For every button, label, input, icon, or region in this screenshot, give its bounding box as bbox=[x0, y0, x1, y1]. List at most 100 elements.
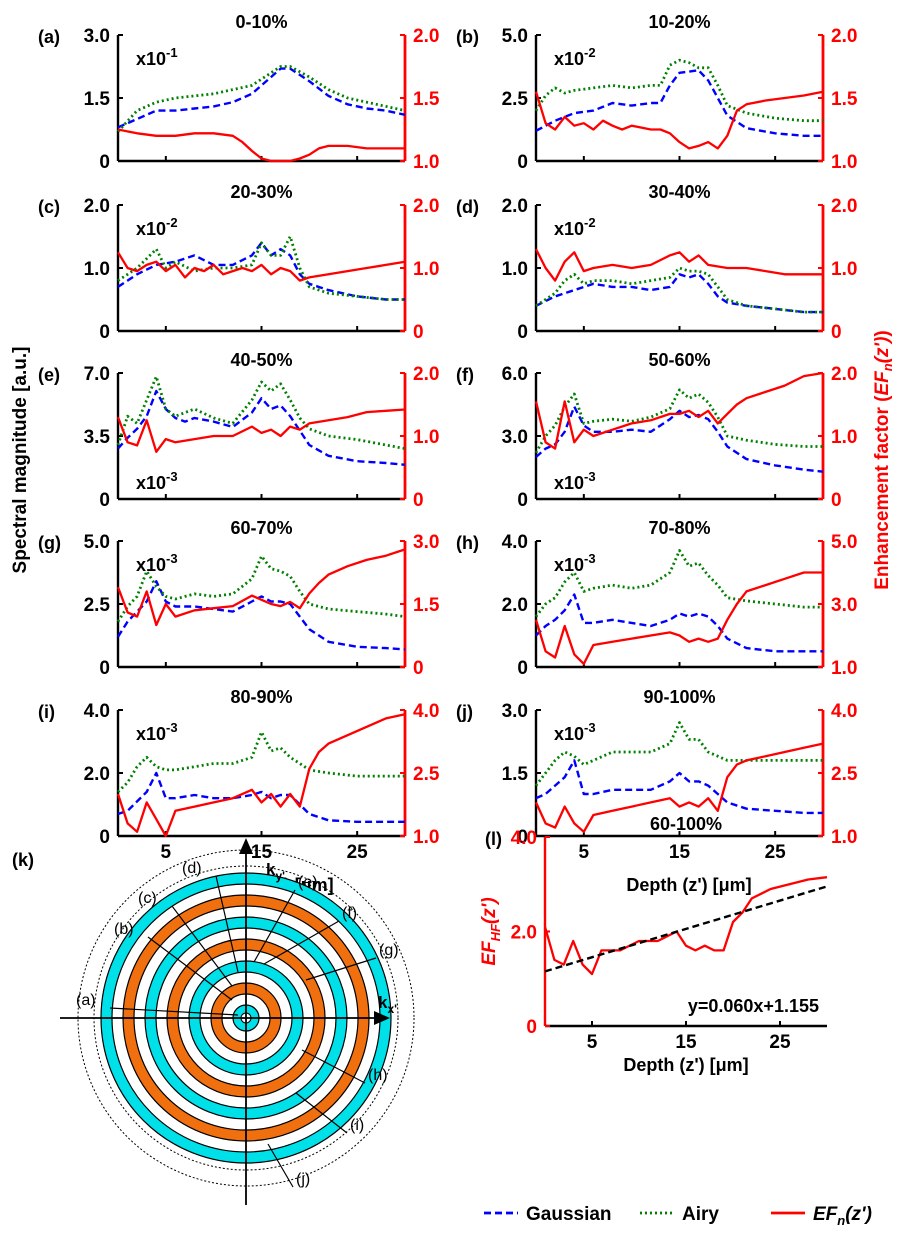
panel-i: 0 2.0 4.0 1.0 2.5 4.0 5 15 25 80-90% (i) x10-3 bbox=[38, 687, 440, 863]
panel-b: 0 2.5 5.0 1.0 1.5 2.0 10-20% (b) x10-2 bbox=[456, 12, 858, 173]
right-tick-label: 4.0 bbox=[831, 701, 857, 722]
right-tick-label: 1.0 bbox=[413, 259, 439, 280]
x-tick-label: 25 bbox=[347, 842, 369, 863]
ring-label: (i) bbox=[350, 1117, 364, 1134]
right-tick-label: 4.0 bbox=[413, 701, 439, 722]
left-tick-label: 0 bbox=[99, 152, 110, 173]
right-tick-label: 0 bbox=[413, 322, 424, 343]
panel-title: 0-10% bbox=[235, 12, 287, 32]
right-axis-label-main: Enhancement factor ( bbox=[872, 395, 893, 590]
series-ef bbox=[117, 251, 406, 282]
left-tick-label: 2.0 bbox=[502, 595, 528, 616]
left-tick-label: 7.0 bbox=[84, 364, 110, 385]
panel-label: (h) bbox=[456, 533, 479, 553]
ring-leader-line bbox=[305, 957, 377, 981]
panel-title: 70-80% bbox=[648, 518, 710, 538]
x-tick-label: 15 bbox=[251, 842, 273, 863]
series-ef bbox=[116, 548, 406, 627]
x-tick-label: 5 bbox=[587, 1032, 598, 1053]
ring-leader-line bbox=[295, 1092, 348, 1134]
legend: Gaussian Airy EFn(z') bbox=[484, 1204, 872, 1228]
series-airy bbox=[116, 65, 406, 133]
left-tick-label: 0 bbox=[517, 827, 528, 848]
left-tick-label: 6.0 bbox=[502, 364, 528, 385]
right-tick-label: 2.5 bbox=[413, 764, 440, 785]
ring-label: (e) bbox=[298, 874, 318, 891]
right-tick-label: 5.0 bbox=[831, 532, 857, 553]
ring-leader-line bbox=[147, 936, 233, 1001]
right-tick-label: 1.0 bbox=[831, 259, 857, 280]
series-gaussian bbox=[117, 389, 406, 466]
ring-leader-line bbox=[301, 1049, 366, 1084]
legend-label: EFn(z') bbox=[813, 1204, 872, 1228]
left-tick-label: 4.0 bbox=[511, 828, 537, 849]
right-tick-label: 2.0 bbox=[831, 26, 857, 47]
right-tick-label: 1.0 bbox=[831, 658, 857, 679]
left-tick-label: 3.0 bbox=[84, 26, 110, 47]
ring-label: (c) bbox=[138, 890, 157, 907]
panel-title: 30-40% bbox=[648, 182, 710, 202]
left-tick-label: 0 bbox=[99, 827, 110, 848]
left-tick-label: 0 bbox=[517, 152, 528, 173]
series-gaussian bbox=[535, 69, 823, 137]
ring-label: (h) bbox=[368, 1067, 388, 1084]
ring-leader-line bbox=[215, 875, 239, 973]
left-tick-label: 4.0 bbox=[84, 701, 110, 722]
panel-label: (f) bbox=[456, 365, 474, 385]
x-tick-label: 25 bbox=[769, 1032, 791, 1053]
left-tick-label: 1.5 bbox=[84, 89, 111, 110]
series-ef bbox=[534, 571, 823, 666]
ring-leader-line bbox=[109, 1007, 239, 1016]
series-fit bbox=[544, 885, 828, 973]
left-tick-label: 0 bbox=[99, 490, 110, 511]
series-gaussian bbox=[117, 67, 406, 129]
right-axis-label-close: ) bbox=[872, 330, 893, 336]
panel-l: 0 2.0 4.0 5 15 25 60-100% (l) EFHF(z') y=0.060x+1… bbox=[479, 814, 828, 1075]
ky-label: ky' bbox=[266, 860, 285, 883]
right-tick-label: 2.0 bbox=[413, 196, 439, 217]
series-airy bbox=[117, 730, 405, 793]
right-tick-label: 2.0 bbox=[413, 364, 439, 385]
ring-label: (d) bbox=[182, 860, 202, 877]
k-panel-label: (k) bbox=[12, 850, 34, 870]
panel-title: 20-30% bbox=[230, 182, 292, 202]
scale-factor-label: x10-2 bbox=[554, 215, 596, 239]
right-tick-label: 2.5 bbox=[831, 764, 858, 785]
series-airy bbox=[534, 549, 823, 618]
series-ef-hf bbox=[543, 876, 828, 976]
scale-factor-label: x10-3 bbox=[136, 551, 178, 575]
series-ef bbox=[116, 713, 406, 838]
left-tick-label: 4.0 bbox=[502, 532, 528, 553]
x-tick-label: 5 bbox=[579, 842, 590, 863]
left-tick-label: 1.5 bbox=[502, 764, 529, 785]
legend-label: Airy bbox=[682, 1204, 719, 1225]
panel-j: 0 1.5 3.0 1.0 2.5 4.0 5 15 25 90-100% (j) x10-3 bbox=[456, 687, 858, 863]
ring-label: (f) bbox=[342, 905, 357, 922]
panel-f: 0 3.0 6.0 0 1.0 2.0 50-60% (f) x10-3 bbox=[456, 350, 857, 511]
right-axis-label: Enhancement factor (EFn(z')) bbox=[872, 330, 895, 590]
k-space-ring-diagram: (k) kx' ky' (a) (b)(c) (d) (e) (f) (g) (h) (i) (j) bbox=[12, 838, 415, 1205]
right-tick-label: 0 bbox=[413, 490, 424, 511]
x-tick-label: 5 bbox=[161, 842, 172, 863]
right-tick-label: 1.0 bbox=[413, 152, 439, 173]
left-tick-label: 5.0 bbox=[84, 532, 110, 553]
series-gaussian bbox=[117, 241, 405, 301]
right-tick-label: 2.0 bbox=[413, 26, 439, 47]
right-axis-label-sub: n bbox=[880, 363, 895, 371]
panel-c: 0 1.0 2.0 0 1.0 2.0 20-30% (c) x10-2 bbox=[38, 182, 439, 343]
scale-factor-label: x10-3 bbox=[136, 469, 178, 493]
left-tick-label: 0 bbox=[517, 658, 528, 679]
panel-title: 90-100% bbox=[643, 687, 715, 707]
panel-label: (a) bbox=[38, 27, 60, 47]
ring-label: (g) bbox=[379, 942, 399, 959]
ring-leader-line bbox=[263, 920, 340, 965]
left-tick-label: 3.0 bbox=[502, 701, 528, 722]
right-tick-label: 1.0 bbox=[413, 827, 439, 848]
series-ef bbox=[534, 742, 824, 833]
series-airy bbox=[116, 554, 406, 623]
l-y-axis-label: EFHF(z') bbox=[479, 897, 503, 965]
panel-g: 0 2.5 5.0 0 1.5 3.0 60-70% (g) x10-3 bbox=[38, 518, 440, 679]
right-axis-label-arg: (z') bbox=[872, 337, 893, 364]
right-tick-label: 1.0 bbox=[413, 427, 439, 448]
ring-leader-line bbox=[253, 889, 296, 963]
